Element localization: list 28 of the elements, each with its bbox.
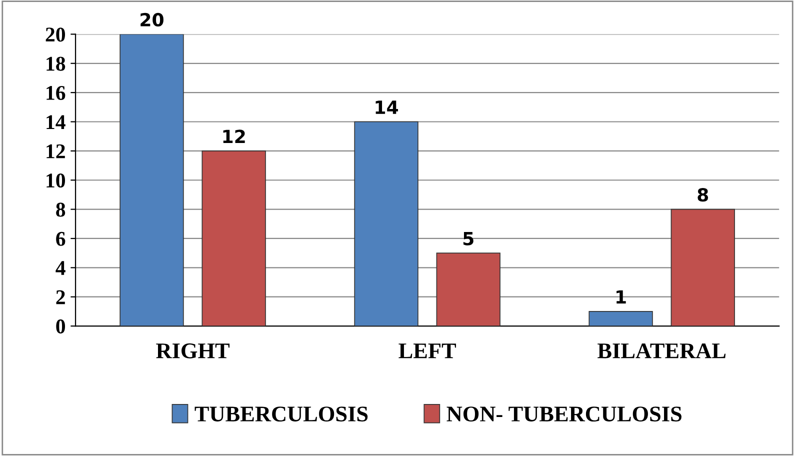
- legend-label: NON- TUBERCULOSIS: [446, 406, 682, 422]
- y-tick-label: 0: [56, 319, 66, 334]
- data-label: 20: [140, 12, 164, 27]
- y-tick-label: 4: [56, 261, 66, 275]
- bar: [670, 208, 735, 326]
- y-tick-label: 2: [56, 290, 65, 304]
- data-label: 14: [376, 100, 398, 114]
- bar: [202, 150, 266, 326]
- x-tick-label: LEFT: [398, 344, 456, 358]
- y-tick-label: 6: [56, 232, 66, 246]
- y-tick-label: 20: [46, 28, 66, 42]
- y-tick-label: 12: [46, 144, 65, 158]
- bar: [588, 311, 653, 326]
- y-tick-label: 18: [46, 56, 66, 71]
- y-tick-label: 10: [46, 173, 66, 188]
- data-label: 5: [463, 232, 474, 246]
- legend-label: TUBERCULOSIS: [194, 406, 368, 422]
- y-tick-label: 14: [46, 115, 66, 129]
- x-tick-label: RIGHT: [156, 343, 230, 358]
- bar: [354, 121, 418, 326]
- data-label: 8: [698, 188, 708, 202]
- data-label: 12: [223, 130, 245, 144]
- y-tick-label: 8: [56, 202, 66, 217]
- y-tick-label: 16: [46, 86, 66, 100]
- bar: [120, 34, 184, 326]
- x-tick-label: BILATERAL: [598, 343, 726, 358]
- bar: [436, 252, 500, 326]
- data-label: 1: [616, 290, 626, 304]
